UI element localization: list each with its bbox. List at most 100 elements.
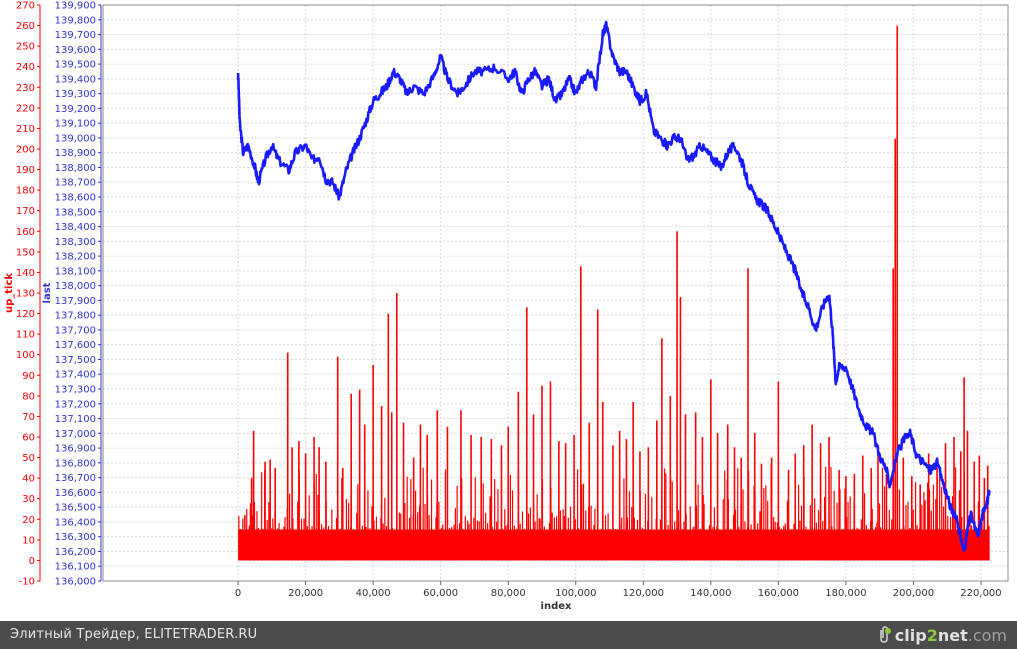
last-tick-label: 137,000	[55, 429, 96, 440]
clip2net-logo: clip2net.com	[877, 624, 1007, 646]
footer-bar: Элитный Трейдер, ELITETRADER.RU clip2net…	[0, 621, 1017, 649]
up-tick-tick-label: 130	[16, 289, 35, 300]
last-tick-label: 137,400	[55, 370, 96, 381]
last-tick-label: 139,300	[55, 89, 96, 100]
x-tick-label: 100,000	[555, 588, 596, 599]
up-tick-tick-label: 230	[16, 83, 35, 94]
x-tick-label: 20,000	[288, 588, 323, 599]
x-tick-label: 220,000	[960, 588, 1001, 599]
grid	[103, 4, 1008, 582]
last-tick-label: 138,900	[55, 148, 96, 159]
last-tick-label: 137,700	[55, 325, 96, 336]
last-tick-label: 136,200	[55, 547, 96, 558]
up-tick-tick-label: 80	[22, 391, 35, 402]
logo-text: clip2net.com	[895, 626, 1007, 645]
x-tick-label: 0	[235, 588, 241, 599]
x-tick-label: 140,000	[690, 588, 731, 599]
up-tick-tick-label: 250	[16, 42, 35, 53]
logo-text-suffix: net	[937, 625, 968, 645]
last-tick-label: 139,100	[55, 119, 96, 130]
last-series	[236, 20, 991, 552]
footer-caption: Элитный Трейдер, ELITETRADER.RU	[10, 627, 258, 642]
up-tick-axis-title: up_tick	[4, 273, 15, 313]
up-tick-tick-label: 140	[16, 268, 35, 279]
last-tick-label: 137,300	[55, 385, 96, 396]
up-tick-axis: -10 0 10 20 30 40 50 60 70 80 90 100 110 120 130 140 150…	[16, 1, 41, 588]
x-tick-label: 40,000	[356, 588, 391, 599]
x-tick-label: 60,000	[423, 588, 458, 599]
last-tick-label: 139,200	[55, 104, 96, 115]
last-tick-label: 137,200	[55, 399, 96, 410]
last-tick-label: 136,500	[55, 503, 96, 514]
last-tick-label: 136,300	[55, 532, 96, 543]
last-tick-label: 138,700	[55, 178, 96, 189]
logo-text-prefix: clip	[894, 625, 927, 645]
last-tick-label: 138,600	[55, 193, 96, 204]
last-tick-label: 138,300	[55, 237, 96, 248]
up-tick-tick-label: 160	[16, 227, 35, 238]
up-tick-tick-label: 180	[16, 186, 35, 197]
last-tick-label: 137,900	[55, 296, 96, 307]
up-tick-tick-label: -10	[19, 577, 35, 588]
last-tick-label: 138,800	[55, 163, 96, 174]
last-axis: 136,000 136,100 136,200 136,300 136,400 136,5…	[55, 1, 102, 588]
x-tick-label: 180,000	[825, 588, 866, 599]
up-tick-tick-label: 10	[22, 535, 35, 546]
last-tick-label: 136,900	[55, 444, 96, 455]
x-axis: 0 20,000 40,000 60,000 80,000 100,000 120,000 1…	[235, 581, 1002, 599]
up-tick-tick-label: 20	[22, 515, 35, 526]
plot-frame	[102, 4, 1009, 582]
last-tick-label: 137,500	[55, 355, 96, 366]
x-tick-label: 160,000	[758, 588, 799, 599]
up-tick-tick-label: 240	[16, 62, 35, 73]
last-tick-label: 138,100	[55, 266, 96, 277]
up-tick-tick-label: 50	[22, 453, 35, 464]
last-tick-label: 137,100	[55, 414, 96, 425]
logo-text-tld: .com	[967, 625, 1007, 645]
last-tick-label: 136,100	[55, 562, 96, 573]
up-tick-tick-label: 100	[16, 350, 35, 361]
last-axis-title: last	[42, 282, 53, 303]
last-tick-label: 139,500	[55, 60, 96, 71]
up-tick-tick-label: 270	[16, 1, 35, 12]
last-tick-label: 139,600	[55, 45, 96, 56]
up-tick-tick-label: 70	[22, 412, 35, 423]
x-axis-title: index	[541, 601, 572, 612]
up-tick-tick-label: 0	[29, 556, 35, 567]
up-tick-tick-label: 40	[22, 474, 35, 485]
last-tick-label: 136,800	[55, 458, 96, 469]
last-tick-label: 138,000	[55, 281, 96, 292]
last-tick-label: 137,800	[55, 311, 96, 322]
up-tick-tick-label: 150	[16, 247, 35, 258]
up-tick-tick-label: 110	[16, 330, 35, 341]
up-tick-tick-label: 90	[22, 371, 35, 382]
up-tick-tick-label: 220	[16, 103, 35, 114]
last-tick-label: 139,000	[55, 133, 96, 144]
up-tick-series	[238, 25, 990, 561]
up-tick-tick-label: 30	[22, 494, 35, 505]
up-tick-tick-label: 260	[16, 21, 35, 32]
paperclip-icon	[879, 626, 891, 643]
last-tick-label: 139,700	[55, 30, 96, 41]
last-tick-label: 138,400	[55, 222, 96, 233]
last-tick-label: 139,800	[55, 15, 96, 26]
last-tick-label: 139,900	[55, 1, 96, 12]
x-tick-label: 120,000	[623, 588, 664, 599]
last-tick-label: 136,600	[55, 488, 96, 499]
up-tick-tick-label: 210	[16, 124, 35, 135]
last-tick-label: 136,000	[55, 577, 96, 588]
last-tick-label: 139,400	[55, 74, 96, 85]
last-tick-label: 136,400	[55, 517, 96, 528]
up-tick-tick-label: 60	[22, 433, 35, 444]
up-tick-tick-label: 190	[16, 165, 35, 176]
last-line	[236, 20, 991, 552]
last-tick-label: 137,600	[55, 340, 96, 351]
last-tick-label: 138,200	[55, 252, 96, 263]
last-tick-label: 138,500	[55, 207, 96, 218]
x-tick-label: 80,000	[491, 588, 526, 599]
last-tick-label: 136,700	[55, 473, 96, 484]
chart: -10 0 10 20 30 40 50 60 70 80 90 100 110 120 130 140 150…	[4, 0, 1009, 612]
up-tick-tick-label: 200	[16, 145, 35, 156]
logo-text-accent: 2	[926, 625, 938, 645]
x-tick-label: 200,000	[893, 588, 934, 599]
